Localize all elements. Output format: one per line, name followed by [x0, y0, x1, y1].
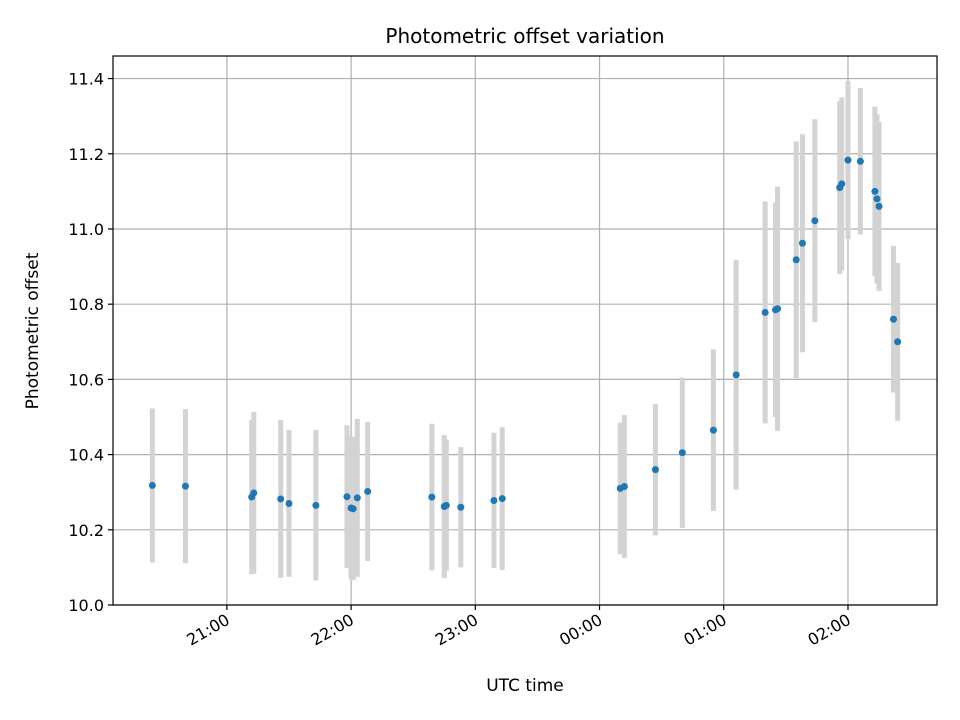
data-point	[312, 501, 320, 509]
data-point	[798, 239, 806, 247]
data-point	[428, 493, 436, 501]
data-point	[844, 156, 852, 164]
data-point	[285, 499, 293, 507]
data-point	[890, 315, 898, 323]
data-point	[811, 217, 819, 225]
data-point	[442, 501, 450, 509]
data-point	[871, 187, 879, 195]
data-point	[498, 495, 506, 503]
data-point	[678, 449, 686, 457]
data-point	[349, 505, 357, 513]
data-point	[148, 481, 156, 489]
y-tick-label: 10.0	[68, 596, 104, 615]
data-point	[709, 426, 717, 434]
y-axis: 10.0 10.2 10.4 10.6 10.8 11.0 11.2 11.4	[68, 70, 113, 615]
data-point	[732, 371, 740, 379]
data-point	[873, 195, 881, 203]
data-points	[148, 156, 902, 513]
x-axis-label: UTC time	[486, 676, 564, 696]
chart-title: Photometric offset variation	[385, 24, 664, 48]
y-axis-label: Photometric offset	[23, 252, 43, 409]
data-point	[761, 308, 769, 316]
y-tick-label: 10.4	[68, 446, 104, 465]
data-point	[774, 305, 782, 313]
data-point	[894, 338, 902, 346]
data-point	[838, 180, 846, 188]
data-point	[250, 489, 258, 497]
y-tick-label: 11.2	[68, 145, 104, 164]
data-point	[353, 494, 361, 502]
y-tick-label: 10.6	[68, 370, 104, 389]
data-point	[620, 483, 628, 491]
data-point	[277, 495, 285, 503]
y-tick-label: 10.8	[68, 295, 104, 314]
data-point	[856, 157, 864, 165]
data-point	[792, 256, 800, 264]
y-tick-label: 11.4	[68, 70, 104, 89]
y-tick-label: 10.2	[68, 521, 104, 540]
data-point	[457, 503, 465, 511]
data-point	[343, 493, 351, 501]
y-tick-label: 11.0	[68, 220, 104, 239]
data-point	[651, 466, 659, 474]
data-point	[875, 202, 883, 210]
data-point	[364, 487, 372, 495]
data-point	[490, 496, 498, 504]
data-point	[181, 482, 189, 490]
plot-frame	[112, 55, 938, 606]
